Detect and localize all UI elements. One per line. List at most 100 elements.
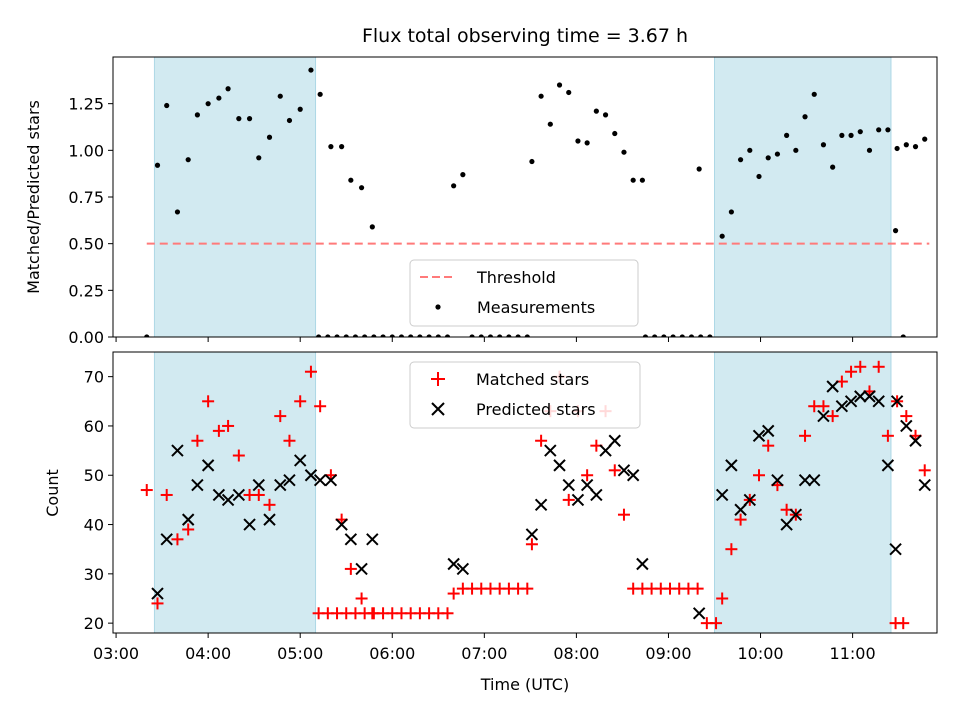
predicted-point-33 bbox=[608, 434, 621, 447]
top-legend-box bbox=[409, 259, 639, 327]
measurement-point-86 bbox=[876, 127, 882, 133]
matched-point-79 bbox=[817, 400, 830, 413]
measurement-point-47 bbox=[529, 158, 535, 165]
top-y-axis-label: Matched/Predicted stars bbox=[24, 100, 43, 294]
measurement-point-36 bbox=[435, 334, 441, 337]
measurement-point-33 bbox=[408, 334, 414, 337]
legend-threshold-label: Threshold bbox=[476, 268, 556, 287]
measurement-point-50 bbox=[556, 82, 563, 88]
predicted-point-12 bbox=[274, 478, 287, 492]
measurement-point-28 bbox=[362, 334, 368, 337]
measurement-point-30 bbox=[380, 334, 386, 337]
bottom-y-tick-label-2: 40 bbox=[84, 516, 104, 535]
predicted-point-46 bbox=[789, 508, 803, 521]
matched-point-12 bbox=[263, 498, 276, 511]
matched-point-14 bbox=[283, 434, 296, 447]
matched-point-57 bbox=[617, 508, 630, 521]
predicted-point-39 bbox=[725, 459, 738, 472]
predicted-point-56 bbox=[881, 459, 895, 472]
measurement-point-1 bbox=[154, 162, 161, 168]
x-tick-label-4: 07:00 bbox=[461, 644, 507, 663]
top-y-tick-label-0: 0.00 bbox=[68, 328, 104, 347]
matched-point-51 bbox=[562, 493, 575, 506]
predicted-point-60 bbox=[918, 478, 931, 492]
predicted-point-54 bbox=[863, 390, 876, 403]
matched-point-67 bbox=[710, 617, 723, 630]
predicted-point-23 bbox=[456, 562, 470, 576]
measurement-point-35 bbox=[426, 334, 432, 337]
measurement-point-48 bbox=[538, 93, 544, 99]
measurement-point-44 bbox=[506, 334, 512, 337]
measurement-point-8 bbox=[225, 86, 231, 92]
matched-point-5 bbox=[191, 434, 204, 447]
bottom-y-tick-label-3: 50 bbox=[84, 466, 104, 485]
predicted-point-28 bbox=[562, 478, 575, 492]
predicted-point-51 bbox=[835, 400, 849, 413]
predicted-point-19 bbox=[344, 533, 358, 546]
predicted-point-58 bbox=[900, 419, 913, 433]
measurement-point-3 bbox=[174, 209, 181, 215]
measurement-point-55 bbox=[602, 112, 609, 118]
top-y-tick-label-5: 1.25 bbox=[68, 95, 104, 114]
legend-matched-swatch bbox=[431, 372, 445, 386]
bottom-y-tick-label-4: 60 bbox=[84, 417, 104, 436]
predicted-point-41 bbox=[743, 493, 757, 507]
measurement-point-89 bbox=[903, 142, 909, 148]
measurement-point-43 bbox=[497, 334, 503, 337]
measurement-point-82 bbox=[839, 132, 845, 138]
measurement-point-23 bbox=[316, 334, 322, 337]
predicted-point-47 bbox=[798, 473, 812, 487]
predicted-point-0 bbox=[151, 587, 164, 600]
bottom-y-tick-label-1: 30 bbox=[84, 565, 104, 584]
predicted-point-55 bbox=[872, 395, 885, 408]
matched-point-15 bbox=[294, 395, 307, 408]
measurement-point-58 bbox=[630, 177, 636, 183]
measurement-point-65 bbox=[688, 334, 695, 337]
matched-point-85 bbox=[872, 360, 885, 373]
predicted-point-16 bbox=[313, 473, 327, 487]
measurement-point-39 bbox=[460, 172, 466, 178]
measurement-point-53 bbox=[584, 140, 590, 146]
predicted-point-24 bbox=[525, 528, 539, 541]
predicted-point-13 bbox=[283, 473, 296, 487]
measurement-point-12 bbox=[266, 134, 273, 140]
top-y-tick-label-3: 0.75 bbox=[68, 188, 104, 207]
measurement-point-57 bbox=[621, 149, 627, 155]
top-shade-interval-0 bbox=[153, 56, 317, 338]
measurement-point-31 bbox=[389, 334, 395, 337]
measurement-point-87 bbox=[885, 127, 891, 133]
predicted-point-4 bbox=[191, 478, 204, 492]
measurement-point-68 bbox=[707, 334, 713, 337]
predicted-point-10 bbox=[252, 478, 265, 492]
predicted-point-3 bbox=[181, 513, 195, 526]
matched-point-72 bbox=[753, 469, 766, 482]
measurement-point-14 bbox=[286, 117, 293, 124]
legend-matched-label: Matched stars bbox=[476, 370, 589, 389]
measurement-point-74 bbox=[765, 155, 771, 161]
top-y-tick-label-1: 0.25 bbox=[68, 281, 104, 300]
legend-predicted-label: Predicted stars bbox=[476, 400, 596, 419]
measurement-point-21 bbox=[358, 185, 365, 191]
top-y-tick-label-2: 0.50 bbox=[68, 235, 104, 254]
measurement-point-67 bbox=[696, 166, 702, 172]
matched-point-6 bbox=[202, 395, 215, 408]
predicted-point-2 bbox=[171, 444, 184, 457]
predicted-point-27 bbox=[553, 459, 566, 472]
measurement-point-16 bbox=[308, 67, 314, 73]
top-y-tick-label-4: 1.00 bbox=[68, 141, 104, 160]
matched-point-82 bbox=[845, 365, 858, 378]
bottom-y-axis-label: Count bbox=[43, 469, 62, 517]
predicted-point-50 bbox=[826, 380, 839, 393]
x-tick-label-7: 10:00 bbox=[737, 644, 783, 663]
measurement-point-81 bbox=[830, 164, 836, 170]
matched-point-86 bbox=[881, 429, 894, 442]
bottom-plot-frame bbox=[112, 351, 938, 634]
matched-point-46 bbox=[521, 582, 534, 595]
predicted-point-18 bbox=[335, 518, 348, 531]
predicted-point-5 bbox=[201, 459, 215, 472]
matched-point-69 bbox=[725, 543, 738, 556]
measurement-point-76 bbox=[784, 132, 790, 138]
predicted-point-36 bbox=[636, 557, 649, 571]
predicted-point-42 bbox=[752, 429, 766, 443]
measurement-point-24 bbox=[325, 334, 331, 337]
